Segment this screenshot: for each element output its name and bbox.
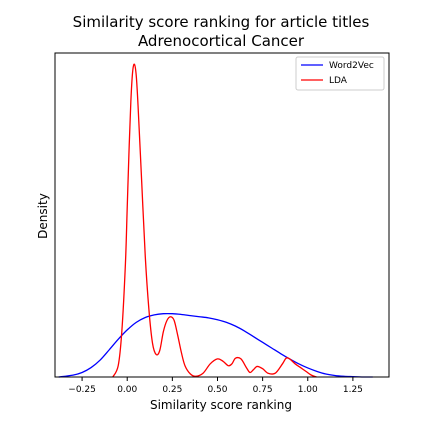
series-line-lda [112, 63, 317, 378]
chart-title: Similarity score ranking for article tit… [73, 13, 370, 31]
legend-label-lda: LDA [329, 76, 348, 86]
x-tick-label: 0.75 [253, 385, 273, 395]
series-line-word2vec [58, 312, 373, 378]
x-tick-label: 1.25 [343, 385, 363, 395]
x-tick-label: 0.00 [117, 385, 137, 395]
legend: Word2Vec LDA [295, 56, 385, 91]
chart-subtitle: Adrenocortical Cancer [138, 32, 305, 50]
x-tick-label: 1.00 [298, 385, 318, 395]
x-axis-label: Similarity score ranking [150, 398, 292, 412]
y-axis-label: Density [36, 193, 50, 239]
x-tick-label: −0.25 [68, 385, 96, 395]
plot-frame [54, 52, 390, 378]
x-tick-label: 0.25 [162, 385, 182, 395]
legend-label-word2vec: Word2Vec [329, 61, 374, 71]
plot-area [58, 63, 373, 378]
x-axis: −0.25 0.00 0.25 0.50 0.75 1.00 1.25 [68, 377, 363, 395]
x-tick-label: 0.50 [207, 385, 227, 395]
